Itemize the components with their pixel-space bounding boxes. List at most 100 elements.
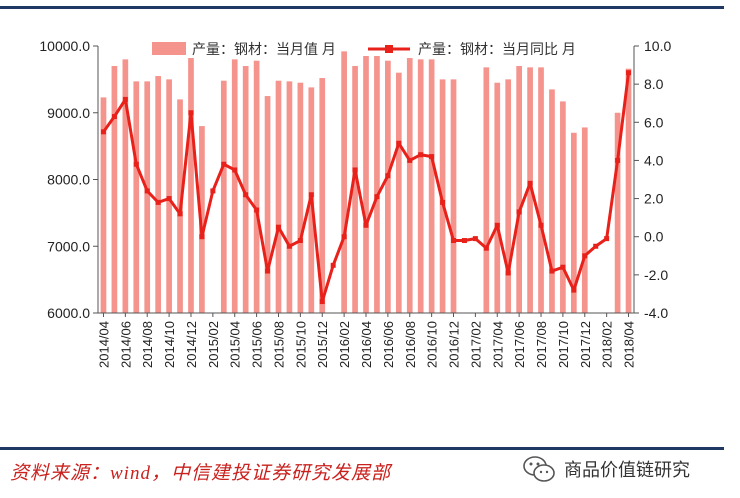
bar-2017/11 xyxy=(570,132,577,313)
line-point-2018/01 xyxy=(593,243,599,249)
y-left-tick-label: 8000.0 xyxy=(47,172,90,188)
line-point-2015/05 xyxy=(243,192,249,198)
x-tick-label: 2017/04 xyxy=(490,321,505,368)
bar-2014/08 xyxy=(144,81,151,313)
line-point-2017/11 xyxy=(571,287,577,293)
line-point-2017/07 xyxy=(527,180,533,186)
x-tick-label: 2017/10 xyxy=(556,321,571,368)
bar-2015/09 xyxy=(286,81,293,313)
y-left-tick-label: 6000.0 xyxy=(47,305,90,321)
x-tick-label: 2015/08 xyxy=(271,321,286,368)
bar-2015/03 xyxy=(220,80,227,314)
line-point-2017/03 xyxy=(483,245,489,251)
bar-2016/10 xyxy=(428,59,435,313)
y-right-tick-label: 2.0 xyxy=(644,191,664,207)
y-left-tick-label: 10000.0 xyxy=(39,38,90,54)
line-point-2017/06 xyxy=(516,209,522,215)
bar-2017/12 xyxy=(581,127,588,313)
y-right-tick-label: 10.0 xyxy=(644,38,671,54)
y-right-tick-label: -2.0 xyxy=(644,267,668,283)
line-point-2016/12 xyxy=(451,238,457,244)
y-right-tick-label: -4.0 xyxy=(644,305,668,321)
x-tick-label: 2017/06 xyxy=(512,321,527,368)
line-point-2016/01 xyxy=(330,262,336,268)
line-point-2015/08 xyxy=(275,224,281,230)
line-point-2014/12 xyxy=(188,110,194,116)
x-tick-label: 2015/02 xyxy=(206,321,221,368)
x-tick-label: 2016/12 xyxy=(447,321,462,368)
bar-2016/02 xyxy=(341,51,347,314)
line-point-2016/07 xyxy=(396,140,402,146)
bar-2015/12 xyxy=(319,78,326,313)
line-point-2016/02 xyxy=(341,234,347,240)
chart-legend: 产量：钢材：当月值 月 产量：钢材：当月同比 月 xyxy=(152,41,576,57)
y-right-tick-label: 8.0 xyxy=(644,76,664,92)
line-point-2017/12 xyxy=(582,253,588,259)
x-tick-label: 2014/12 xyxy=(184,321,199,368)
line-point-2015/01 xyxy=(199,234,205,240)
bar-2015/10 xyxy=(297,82,304,314)
x-tick-label: 2014/04 xyxy=(96,321,111,368)
line-point-2015/04 xyxy=(232,167,238,173)
bar-2015/04 xyxy=(231,59,238,313)
legend-bar-swatch xyxy=(152,42,186,55)
line-point-2014/09 xyxy=(155,199,161,205)
line-point-2016/09 xyxy=(418,152,424,158)
x-tick-label: 2018/04 xyxy=(622,321,637,368)
x-tick-label: 2014/08 xyxy=(140,321,155,368)
line-point-2015/06 xyxy=(254,207,260,213)
line-point-2014/11 xyxy=(177,211,183,217)
line-point-2015/02 xyxy=(210,188,216,194)
x-tick-label: 2017/08 xyxy=(534,321,549,368)
line-point-2017/04 xyxy=(494,222,500,228)
bar-2016/08 xyxy=(406,58,413,313)
bar-2014/07 xyxy=(133,81,140,313)
bar-2015/05 xyxy=(242,66,249,314)
tick-labels: 6000.0 7000.0 8000.0 9000.0 10000.0 -4.0 -2.0 0… xyxy=(39,38,671,368)
bottom-rule xyxy=(0,447,724,450)
bar-2017/04 xyxy=(494,82,501,314)
line-point-2017/09 xyxy=(549,268,555,274)
bar-2017/08 xyxy=(538,67,544,313)
x-tick-label: 2016/02 xyxy=(337,321,352,368)
bar-2016/09 xyxy=(417,59,424,313)
line-point-2015/11 xyxy=(308,192,314,198)
line-point-2015/09 xyxy=(286,243,292,249)
bar-2014/06 xyxy=(122,59,129,313)
y-right-tick-label: 6.0 xyxy=(644,114,664,130)
bar-2016/04 xyxy=(363,56,369,313)
line-point-2016/10 xyxy=(429,154,435,160)
x-tick-label: 2017/12 xyxy=(578,321,593,368)
bar-2017/05 xyxy=(505,79,512,314)
line-point-2015/12 xyxy=(319,299,325,305)
line-point-2016/03 xyxy=(352,167,358,173)
line-point-2017/05 xyxy=(505,270,511,276)
legend-line-label: 产量：钢材：当月同比 月 xyxy=(418,41,576,57)
x-tick-label: 2015/04 xyxy=(228,321,243,368)
bar-2017/06 xyxy=(516,66,522,314)
watermark-text: 商品价值链研究 xyxy=(564,460,690,480)
bar-2014/12 xyxy=(188,58,194,313)
axes xyxy=(93,45,639,317)
legend-bar-label: 产量：钢材：当月值 月 xyxy=(192,41,336,57)
x-tick-label: 2017/02 xyxy=(468,321,483,368)
x-tick-label: 2014/06 xyxy=(118,321,133,368)
legend-line-marker xyxy=(385,45,393,53)
bar-2018/03 xyxy=(614,112,621,313)
x-tick-label: 2018/02 xyxy=(600,321,615,368)
bar-2016/07 xyxy=(395,72,402,313)
line-point-2018/03 xyxy=(615,157,621,163)
y-left-tick-label: 9000.0 xyxy=(47,105,90,121)
bar-2016/06 xyxy=(385,60,391,313)
line-point-2018/04 xyxy=(626,70,632,76)
line-point-2016/11 xyxy=(440,199,446,205)
bar-2017/10 xyxy=(560,101,566,314)
x-tick-label: 2015/06 xyxy=(250,321,265,368)
line-series xyxy=(100,70,632,305)
bar-2015/01 xyxy=(199,126,205,313)
line-point-2014/07 xyxy=(133,161,139,167)
bar-2015/07 xyxy=(264,96,271,313)
line-point-2016/05 xyxy=(374,194,380,200)
line-point-2015/07 xyxy=(265,268,271,274)
